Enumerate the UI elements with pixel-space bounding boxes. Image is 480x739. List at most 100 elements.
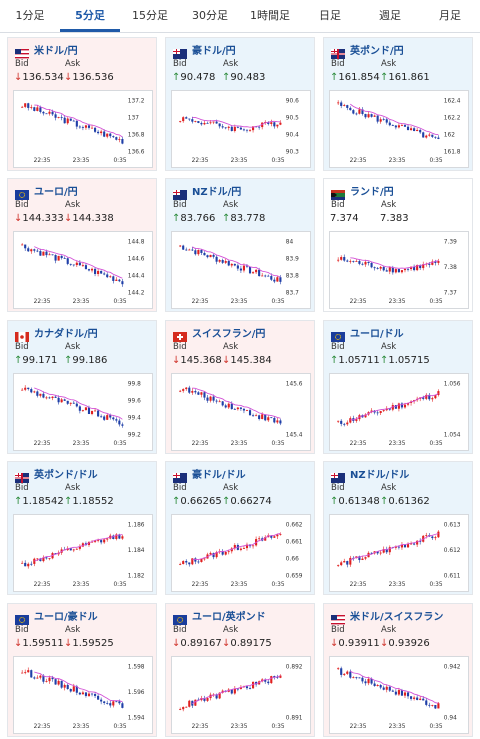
currency-card[interactable]: NZドル/円 Bid Ask ↑83.766 ↑83.778 84 83.9 83.8 83.7… [165,178,315,312]
candlestick-chart[interactable]: 144.8 144.6 144.4 144.2 22:35 23:35 0:35 [13,231,153,309]
candle-body [413,266,416,271]
candle-body [90,693,94,695]
candle-body [434,395,437,399]
tab-8[interactable]: 月足 [439,9,461,22]
pair-name[interactable]: 豪ドル/ドル [192,470,246,481]
candlestick-chart[interactable]: 99.8 99.6 99.4 99.2 22:35 23:35 0:35 [13,373,153,451]
arrow-down-icon: ↓ [330,638,339,649]
candle-body [273,536,276,538]
pair-name[interactable]: 豪ドル/円 [192,46,236,57]
candlestick-chart[interactable]: 162.4 162.2 162 161.8 22:35 23:35 0:35 [329,90,469,168]
currency-card[interactable]: ユーロ/豪ドル Bid Ask ↓1.59511 ↓1.59525 1.598 1.596 1… [7,603,157,737]
tab-5[interactable]: 1時間足 [250,9,290,22]
candle-body [212,396,215,401]
candlestick-chart[interactable]: 137.2 137 136.8 136.6 22:35 23:35 0:35 [13,90,153,168]
candle-body [361,677,364,682]
pair-name[interactable]: スイスフラン/円 [192,329,266,340]
pair-name[interactable]: 米ドル/円 [34,46,78,57]
pair-name[interactable]: ユーロ/豪ドル [34,612,98,623]
ask-label: Ask [65,59,81,69]
candle-body [230,126,233,131]
candle-body [24,244,27,249]
candle-body [103,273,106,275]
pair-name[interactable]: ユーロ/ドル [350,329,404,340]
pair-name[interactable]: 英ポンド/ドル [34,470,98,481]
candlestick-chart[interactable]: 84 83.9 83.8 83.7 22:35 23:35 0:35 [171,231,311,309]
candlestick-chart[interactable]: 0.613 0.612 0.611 22:35 23:35 0:35 [329,514,469,592]
tab-6[interactable]: 日足 [319,9,341,22]
tab-2[interactable]: 5分足 [60,0,120,32]
candle-body [379,266,382,269]
candlestick-chart[interactable]: 0.892 0.891 22:35 23:35 0:35 [171,656,311,734]
candle-body [24,103,27,107]
ask-value-number: 161.861 [388,72,430,83]
candle-body [261,275,264,277]
za-flag-icon [331,190,345,200]
currency-card[interactable]: 英ポンド/円 Bid Ask ↑161.854 ↑161.861 162.4 162.2 16… [323,37,473,171]
candlestick-chart[interactable]: 1.598 1.596 1.594 22:35 23:35 0:35 [13,656,153,734]
flag [173,327,187,342]
candle-body [355,261,358,262]
currency-card[interactable]: スイスフラン/円 Bid Ask ↓145.368 ↓145.384 145.6 145.4… [165,320,315,454]
currency-card[interactable]: ユーロ/円 Bid Ask ↓144.333 ↓144.338 144.8 144.6 144… [7,178,157,312]
candlestick-chart[interactable]: 0.662 0.661 0.66 0.659 22:35 23:35 0:35 [171,514,311,592]
candle-body [115,419,118,421]
currency-card[interactable]: 米ドル/円 Bid Ask ↓136.534 ↓136.536 137.2 137 136.8… [7,37,157,171]
moving-average-line [192,387,281,419]
currency-card[interactable]: 豪ドル/ドル Bid Ask ↑0.66265 ↑0.66274 0.662 0.661 0.… [165,461,315,595]
pair-name[interactable]: ユーロ/英ポンド [192,612,266,623]
chart-svg: 144.8 144.6 144.4 144.2 22:35 23:35 0:35 [21,240,145,305]
tab-1[interactable]: 1分足 [15,9,45,22]
y-tick-label: 99.8 [128,382,141,388]
candle-body [370,262,373,268]
candlestick-chart[interactable]: 1.186 1.184 1.182 22:35 23:35 0:35 [13,514,153,592]
arrow-down-icon: ↓ [222,355,231,366]
ask-value: ↑0.66274 [222,496,272,507]
candle-body [69,263,72,265]
y-tick-label: 144.6 [128,257,145,263]
y-tick-label: 99.6 [128,399,141,405]
candle-body [48,397,51,399]
currency-card[interactable]: 米ドル/スイスフラン Bid Ask ↓0.93911 ↓0.93926 0.942 0.9… [323,603,473,737]
candlestick-chart[interactable]: 1.056 1.054 22:35 23:35 0:35 [329,373,469,451]
pair-name[interactable]: 米ドル/スイスフラン [350,612,444,623]
tab-7[interactable]: 週足 [379,9,401,22]
candlestick-chart[interactable]: 0.942 0.94 22:35 23:35 0:35 [329,656,469,734]
candle-body [60,680,63,688]
y-tick-label: 1.184 [128,548,145,554]
pair-name[interactable]: カナダドル/円 [34,329,98,340]
currency-card[interactable]: NZドル/ドル Bid Ask ↑0.61348 ↑0.61362 0.613 0.612 0… [323,461,473,595]
currency-card[interactable]: 豪ドル/円 Bid Ask ↑90.478 ↑90.483 90.6 90.5 90.4 90.… [165,37,315,171]
currency-card[interactable]: ランド/円 Bid Ask 7.374 7.383 7.39 7.38 7.37 22:35 23… [323,178,473,312]
arrow-up-icon: ↑ [64,355,73,366]
candlestick-chart[interactable]: 145.6 145.4 22:35 23:35 0:35 [171,373,311,451]
tab-3[interactable]: 15分足 [132,9,168,22]
currency-card[interactable]: ユーロ/ドル Bid Ask ↑1.05711 ↑1.05715 1.056 1.054 22… [323,320,473,454]
pair-name[interactable]: ユーロ/円 [34,187,78,198]
candle-body [45,681,48,682]
candle-body [358,109,361,114]
ask-value-number: 90.483 [230,72,266,83]
candle-body [30,107,33,108]
candle-body [437,531,440,538]
pair-name[interactable]: 英ポンド/円 [350,46,404,57]
arrow-up-icon: ↑ [330,72,339,83]
pair-name[interactable]: ランド/円 [350,187,394,198]
ca-flag-icon [15,332,29,342]
candlestick-chart[interactable]: 90.6 90.5 90.4 90.3 22:35 23:35 0:35 [171,90,311,168]
candle-body [57,117,60,118]
pair-name[interactable]: NZドル/ドル [350,470,410,481]
candle-body [419,540,422,542]
currency-card[interactable]: カナダドル/円 Bid Ask ↑99.171 ↑99.186 99.8 99.6 99.4 9… [7,320,157,454]
candle-body [258,126,261,128]
x-tick-label: 22:35 [34,441,51,447]
candle-body [403,544,407,548]
candlestick-chart[interactable]: 7.39 7.38 7.37 22:35 23:35 0:35 [329,231,469,309]
pair-name[interactable]: NZドル/円 [192,187,242,198]
tab-4[interactable]: 30分足 [192,9,228,22]
candle-body [36,677,39,679]
ask-value: ↑1.05715 [380,355,430,366]
currency-card[interactable]: ユーロ/英ポンド Bid Ask ↓0.89167 ↓0.89175 0.892 0.891… [165,603,315,737]
candle-body [391,125,394,126]
currency-card[interactable]: 英ポンド/ドル Bid Ask ↑1.18542 ↑1.18552 1.186 1.184 1… [7,461,157,595]
